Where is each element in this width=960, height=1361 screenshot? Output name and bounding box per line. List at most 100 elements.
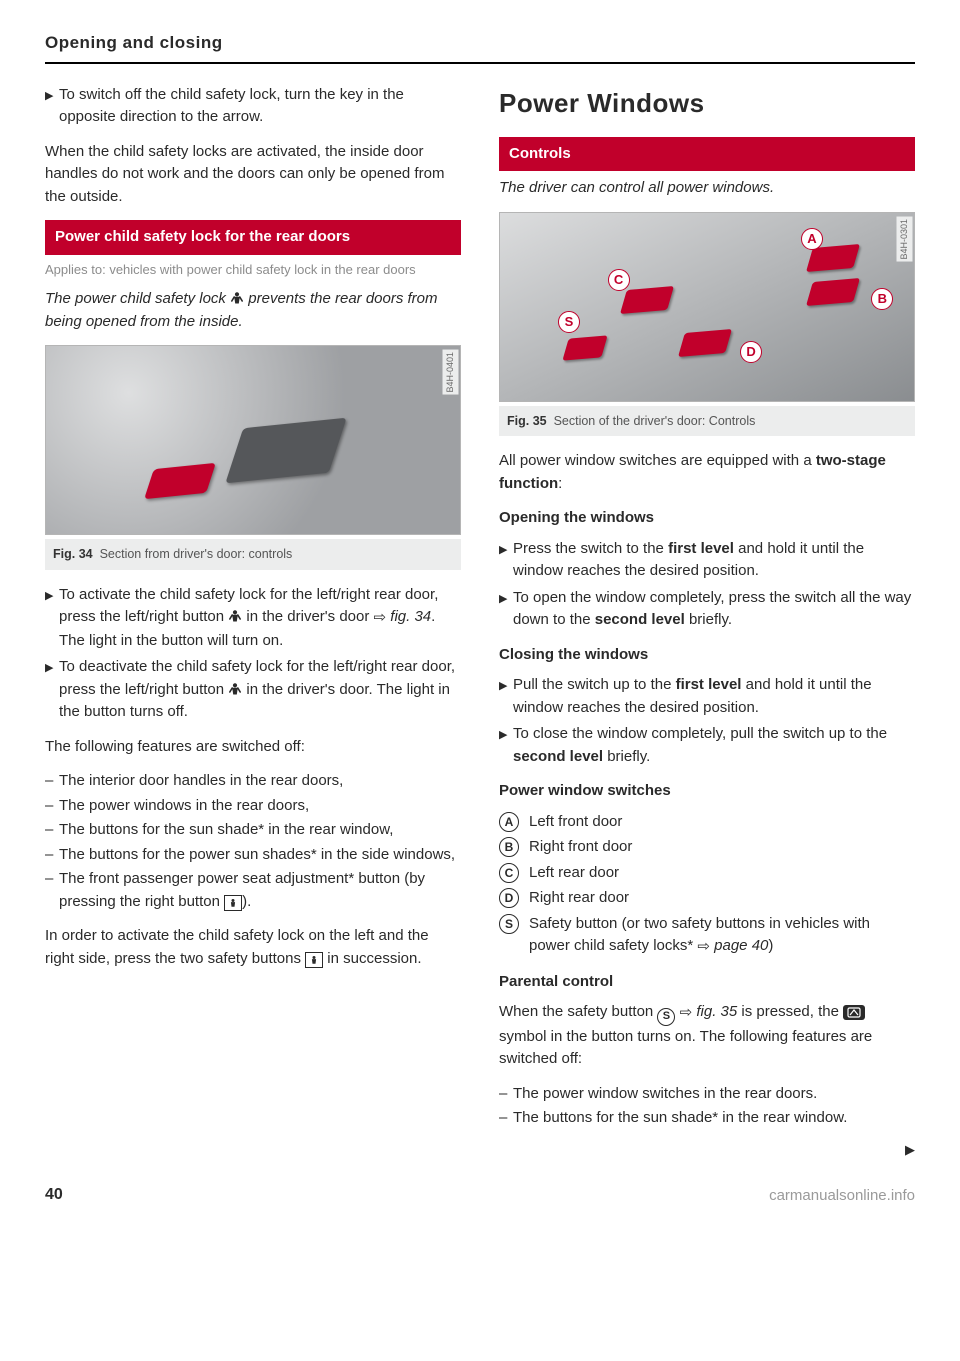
closing-bullets: ▶ Pull the switch up to the first level …	[499, 674, 915, 768]
figure-caption-num: Fig. 34	[53, 547, 93, 561]
section-banner: Controls	[499, 137, 915, 172]
opening-subhead: Opening the windows	[499, 507, 915, 530]
letter-label: Right rear door	[529, 887, 915, 910]
child-lock-icon	[228, 681, 242, 695]
right-column: Power Windows Controls The driver can co…	[499, 84, 915, 1160]
letter-circle-d: D	[499, 888, 519, 908]
letter-label: Left rear door	[529, 862, 915, 885]
dash-item: –The power windows in the rear doors,	[45, 795, 461, 818]
figure-code-label: B4H-0301	[897, 217, 913, 262]
switches-subhead: Power window switches	[499, 780, 915, 803]
left-column: ▶ To switch off the child safety lock, t…	[45, 84, 461, 1160]
dash-icon: –	[45, 819, 59, 842]
bullet-text: To switch off the child safety lock, tur…	[59, 84, 461, 129]
dash-item: –The buttons for the sun shade* in the r…	[45, 819, 461, 842]
bullet-item: ▶ To open the window completely, press t…	[499, 587, 915, 632]
letter-circle-b: B	[499, 837, 519, 857]
intro-paragraph: When the child safety locks are activate…	[45, 141, 461, 209]
figure-caption-num: Fig. 35	[507, 414, 547, 428]
letter-label: Right front door	[529, 836, 915, 859]
page-footer: 40 carmanualsonline.info	[45, 1183, 915, 1207]
letter-label: Safety button (or two safety buttons in …	[529, 913, 915, 959]
parental-dash-list: –The power window switches in the rear d…	[499, 1083, 915, 1130]
figure-caption-rest: Section of the driver's door: Controls	[554, 414, 756, 428]
bullet-item: ▶ To activate the child safety lock for …	[45, 584, 461, 653]
triangle-bullet-icon: ▶	[45, 584, 59, 653]
button-box-icon	[224, 895, 242, 911]
dash-icon: –	[499, 1107, 513, 1130]
figure-caption-rest: Section from driver's door: controls	[100, 547, 293, 561]
dash-item: –The front passenger power seat adjustme…	[45, 868, 461, 913]
parental-subhead: Parental control	[499, 971, 915, 994]
italic-note-pre: The power child safety lock	[45, 290, 230, 307]
child-lock-icon	[230, 290, 244, 304]
dash-text: The front passenger power seat adjustmen…	[59, 868, 461, 913]
child-lock-icon	[228, 608, 242, 622]
bullet-item: ▶ To deactivate the child safety lock fo…	[45, 656, 461, 724]
italic-note: The driver can control all power windows…	[499, 177, 915, 200]
figure-34: B4H-0401	[45, 345, 461, 535]
parental-post: symbol in the button turns on. The follo…	[499, 1028, 872, 1068]
section-title: Power Windows	[499, 84, 915, 123]
two-stage-para: All power window switches are equipped w…	[499, 450, 915, 495]
closing-paragraph: In order to activate the child safety lo…	[45, 925, 461, 970]
figure-35-caption: Fig. 35 Section of the driver's door: Co…	[499, 406, 915, 437]
dash-text: The buttons for the power sun shades* in…	[59, 844, 461, 867]
page-header: Opening and closing	[45, 30, 915, 64]
bullet-text: Pull the switch up to the first level an…	[513, 674, 915, 719]
letter-item: D Right rear door	[499, 887, 915, 910]
closing-subhead: Closing the windows	[499, 644, 915, 667]
reference-arrow-icon: ⇨	[697, 936, 710, 959]
continue-arrow-icon: ▶	[499, 1140, 915, 1160]
triangle-bullet-icon: ▶	[45, 656, 59, 724]
callout-c: C	[608, 269, 630, 291]
two-stage-post: :	[558, 475, 562, 492]
letter-circle-a: A	[499, 812, 519, 832]
triangle-bullet-icon: ▶	[499, 587, 513, 632]
bullet-text: To open the window completely, press the…	[513, 587, 915, 632]
triangle-bullet-icon: ▶	[499, 538, 513, 583]
applies-to-note: Applies to: vehicles with power child sa…	[45, 261, 461, 279]
footer-link: carmanualsonline.info	[769, 1185, 915, 1208]
bullet-text: To close the window completely, pull the…	[513, 723, 915, 768]
opening-bullets: ▶ Press the switch to the first level an…	[499, 538, 915, 632]
bullet-text: Press the switch to the first level and …	[513, 538, 915, 583]
button-box-icon	[305, 952, 323, 968]
activate-bullet-list: ▶ To activate the child safety lock for …	[45, 584, 461, 724]
callout-a: A	[801, 228, 823, 250]
switches-letter-list: A Left front door B Right front door CLeft…	[499, 811, 915, 959]
callout-d: D	[740, 341, 762, 363]
bullet-item: ▶ Press the switch to the first level an…	[499, 538, 915, 583]
bullet-item: ▶ To switch off the child safety lock, t…	[45, 84, 461, 129]
triangle-bullet-icon: ▶	[499, 674, 513, 719]
letter-item: A Left front door	[499, 811, 915, 834]
dash-text: The interior door handles in the rear do…	[59, 770, 461, 793]
two-stage-pre: All power window switches are equipped w…	[499, 452, 816, 469]
dash-item: –The buttons for the power sun shades* i…	[45, 844, 461, 867]
dash-item: –The buttons for the sun shade* in the r…	[499, 1107, 915, 1130]
parental-mid-1: ⇨ fig. 35 is pressed, the	[675, 1003, 843, 1020]
figure-35: A B C D S B4H-0301	[499, 212, 915, 402]
figure-code-label: B4H-0401	[443, 350, 459, 395]
figure-35-bg	[500, 213, 914, 401]
features-intro: The following features are switched off:	[45, 736, 461, 759]
dash-item: –The power window switches in the rear d…	[499, 1083, 915, 1106]
figure-34-caption: Fig. 34 Section from driver's door: cont…	[45, 539, 461, 570]
reference-arrow-icon: ⇨	[374, 607, 387, 630]
letter-label: Left front door	[529, 811, 915, 834]
letter-item: CLeft rear door	[499, 862, 915, 885]
dash-icon: –	[45, 795, 59, 818]
page-number: 40	[45, 1183, 63, 1207]
bullet-item: ▶ Pull the switch up to the first level …	[499, 674, 915, 719]
features-dash-list: –The interior door handles in the rear d…	[45, 770, 461, 913]
dash-text: The power window switches in the rear do…	[513, 1083, 915, 1106]
dash-icon: –	[45, 868, 59, 913]
window-lock-symbol-icon	[843, 1005, 865, 1020]
callout-b: B	[871, 288, 893, 310]
intro-bullet-list: ▶ To switch off the child safety lock, t…	[45, 84, 461, 129]
dash-icon: –	[45, 844, 59, 867]
triangle-bullet-icon: ▶	[499, 723, 513, 768]
dash-icon: –	[45, 770, 59, 793]
callout-s: S	[558, 311, 580, 333]
dash-text: The buttons for the sun shade* in the re…	[513, 1107, 915, 1130]
